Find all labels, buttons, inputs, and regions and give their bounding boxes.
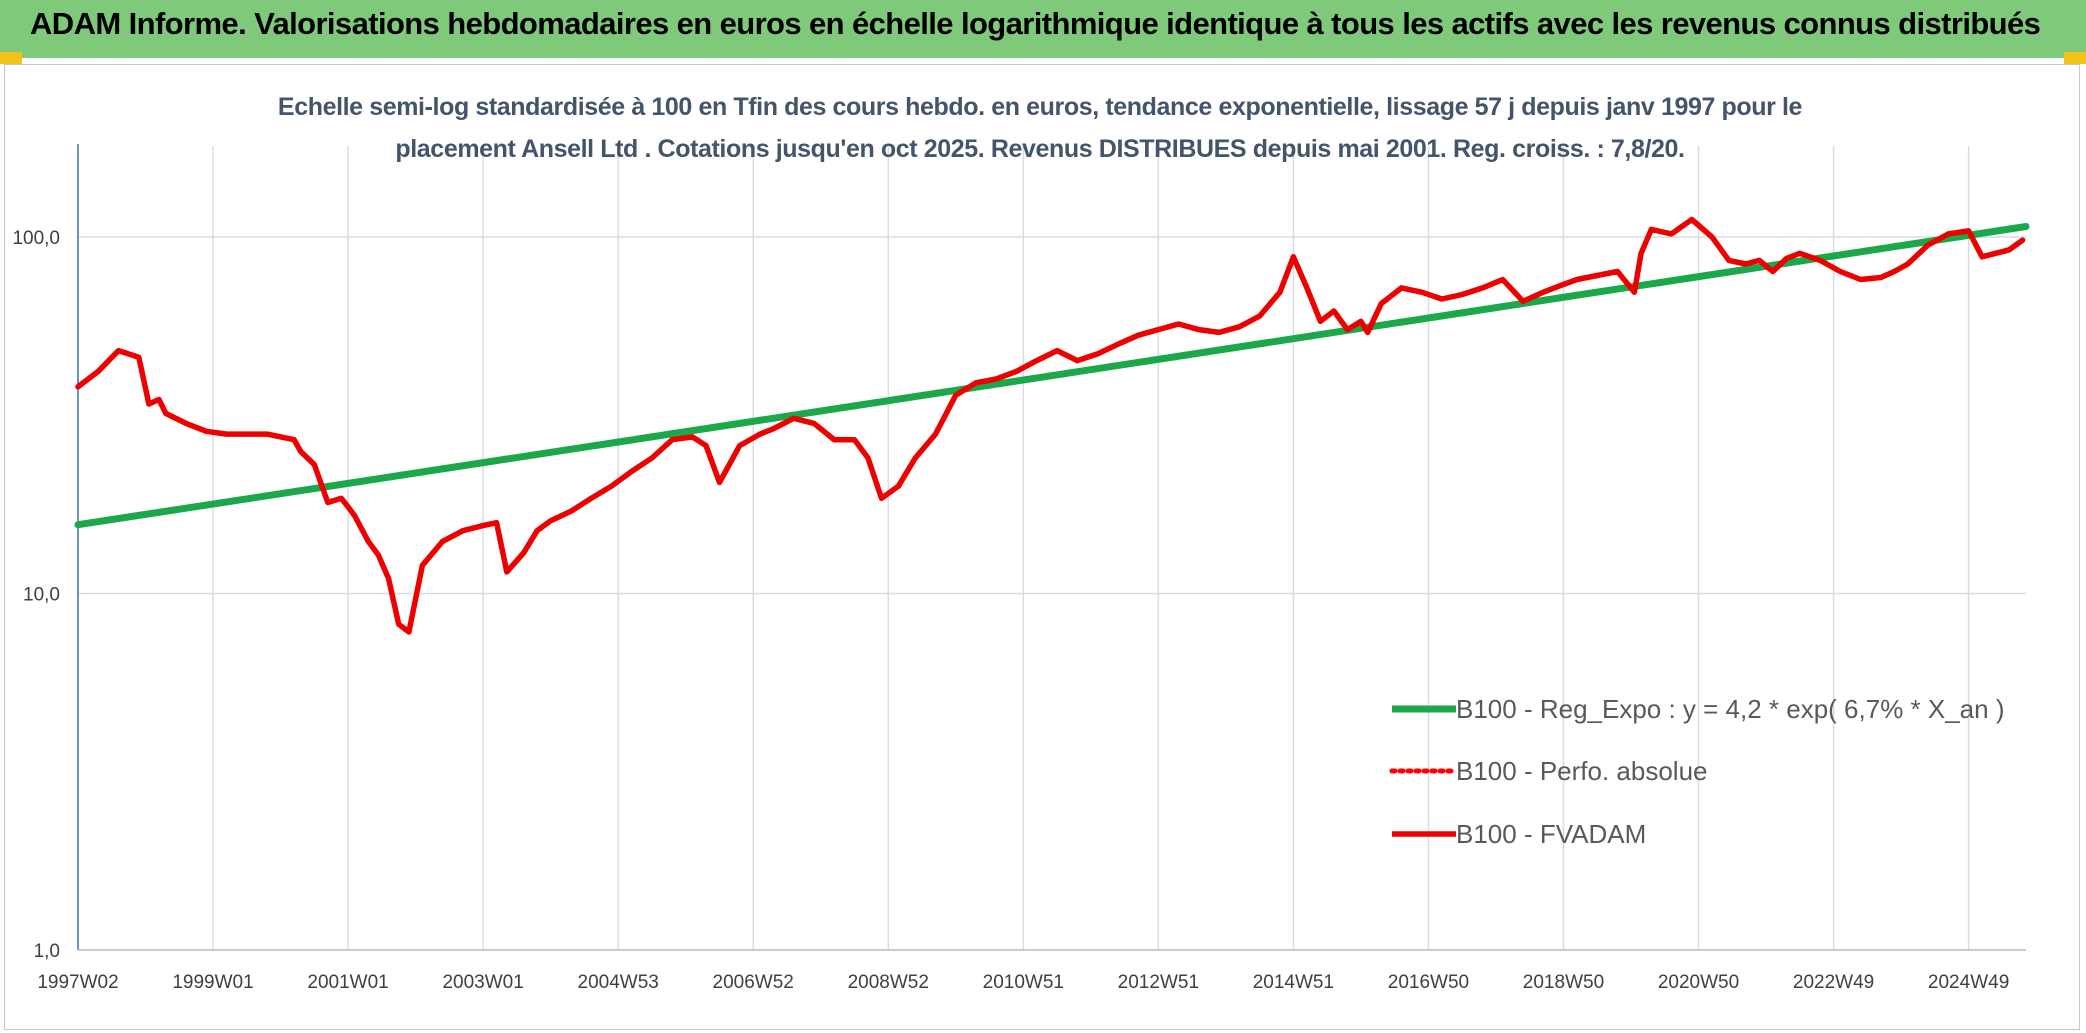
x-tick-label: 2018W50 — [1523, 972, 1604, 993]
corner-accent-right — [2064, 52, 2086, 64]
legend-label-0: B100 - Reg_Expo : y = 4,2 * exp( 6,7% * … — [1456, 694, 2005, 724]
x-tick-label: 2012W51 — [1118, 972, 1199, 993]
y-tick-label: 10,0 — [23, 585, 60, 606]
header-banner: ADAM Informe. Valorisations hebdomadaire… — [0, 0, 2086, 58]
corner-accent-left — [0, 52, 22, 64]
chart-frame — [4, 64, 2080, 1030]
x-tick-label: 1999W01 — [172, 972, 253, 993]
legend-label-1: B100 - Perfo. absolue — [1456, 756, 1708, 786]
chart-subtitle-line-2: placement Ansell Ltd . Cotations jusqu'e… — [395, 135, 1684, 163]
legend-label-2: B100 - FVADAM — [1456, 819, 1646, 849]
x-tick-label: 2006W52 — [713, 972, 794, 993]
x-tick-label: 2010W51 — [983, 972, 1064, 993]
page-title: ADAM Informe. Valorisations hebdomadaire… — [30, 6, 2041, 41]
y-tick-label: 1,0 — [34, 941, 60, 962]
x-tick-label: 2004W53 — [578, 972, 659, 993]
x-tick-label: 1997W02 — [37, 972, 118, 993]
x-tick-label: 2008W52 — [848, 972, 929, 993]
legend: B100 - Reg_Expo : y = 4,2 * exp( 6,7% * … — [1389, 694, 2005, 849]
series-line-0 — [74, 223, 2030, 529]
x-tick-label: 2024W49 — [1928, 972, 2009, 993]
x-tick-label: 2014W51 — [1253, 972, 1334, 993]
series-line-2 — [75, 216, 2026, 635]
chart-subtitle-line-1: Echelle semi-log standardisée à 100 en T… — [278, 93, 1803, 121]
series-layer — [74, 216, 2030, 635]
x-tick-label: 2001W01 — [307, 972, 388, 993]
x-tick-label: 2003W01 — [442, 972, 523, 993]
x-tick-label: 2016W50 — [1388, 972, 1469, 993]
x-tick-label: 2022W49 — [1793, 972, 1874, 993]
y-tick-label: 100,0 — [12, 228, 60, 249]
x-tick-label: 2020W50 — [1658, 972, 1739, 993]
axis-layer: 1,0 10,0 100,0 1997W02 1999W01 2001W01 2003W01… — [12, 143, 2026, 993]
